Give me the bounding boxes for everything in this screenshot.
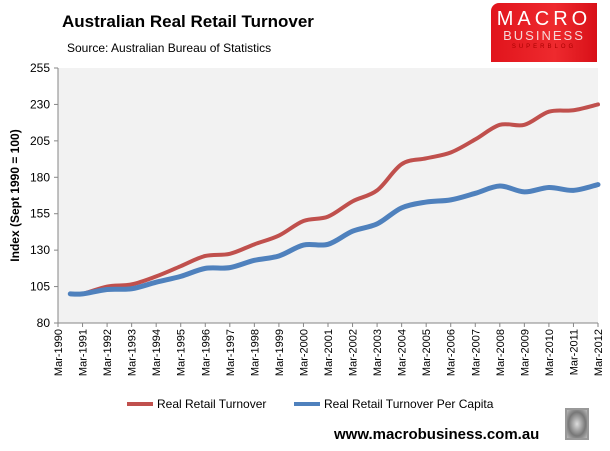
x-tick-label: Mar-2002: [348, 329, 360, 376]
x-tick-label: Mar-2009: [519, 329, 531, 376]
y-tick-label: 130: [30, 243, 50, 257]
x-tick-label: Mar-2003: [372, 329, 384, 376]
x-tick-label: Mar-1993: [127, 329, 139, 376]
x-tick-label: Mar-2011: [568, 329, 580, 375]
y-tick-label: 205: [30, 134, 50, 148]
chart-subtitle: Source: Australian Bureau of Statistics: [67, 41, 272, 55]
x-tick-label: Mar-1998: [249, 329, 261, 376]
y-tick-label: 230: [30, 97, 50, 111]
legend-swatch-red: [127, 402, 153, 406]
legend-swatch-blue: [294, 402, 320, 406]
chart-title: Australian Real Retail Turnover: [62, 12, 314, 31]
legend-label: Real Retail Turnover Per Capita: [324, 397, 494, 411]
y-tick-label: 255: [30, 61, 50, 75]
logo-line2: BUSINESS: [503, 28, 585, 43]
x-tick-label: Mar-2006: [446, 329, 458, 376]
y-tick-label: 180: [30, 170, 50, 184]
legend-item-per-capita: Real Retail Turnover Per Capita: [294, 397, 493, 411]
x-tick-label: Mar-2007: [470, 329, 482, 376]
x-tick-label: Mar-2010: [544, 329, 556, 376]
x-tick-label: Mar-2000: [298, 329, 310, 376]
macrobusiness-logo: MACRO BUSINESS SUPERBLOG: [491, 3, 597, 62]
x-tick-label: Mar-1994: [151, 329, 163, 376]
logo-line1: MACRO: [496, 8, 592, 30]
x-tick-label: Mar-1995: [176, 329, 188, 376]
x-tick-label: Mar-1991: [78, 329, 90, 376]
x-tick-label: Mar-2005: [421, 329, 433, 376]
y-tick-label: 80: [37, 316, 51, 330]
y-axis-label: Index (Sept 1990 = 100): [8, 129, 22, 261]
x-tick-label: Mar-2004: [397, 329, 409, 376]
x-tick-label: Mar-1990: [53, 329, 65, 376]
logo-line3: SUPERBLOG: [511, 44, 577, 50]
x-tick-label: Mar-1996: [200, 329, 212, 376]
wolf-logo-icon: [565, 408, 589, 440]
x-tick-label: Mar-1992: [102, 329, 114, 376]
x-tick-label: Mar-2012: [593, 329, 605, 376]
x-tick-label: Mar-2008: [495, 329, 507, 376]
x-tick-label: Mar-1999: [274, 329, 286, 376]
y-tick-label: 105: [30, 280, 50, 294]
x-tick-label: Mar-1997: [225, 329, 237, 376]
website-url: www.macrobusiness.com.au: [334, 426, 540, 443]
y-tick-label: 155: [30, 207, 50, 221]
x-tick-label: Mar-2001: [323, 329, 335, 376]
legend-label: Real Retail Turnover: [157, 397, 267, 411]
legend-item-turnover: Real Retail Turnover: [127, 397, 266, 411]
